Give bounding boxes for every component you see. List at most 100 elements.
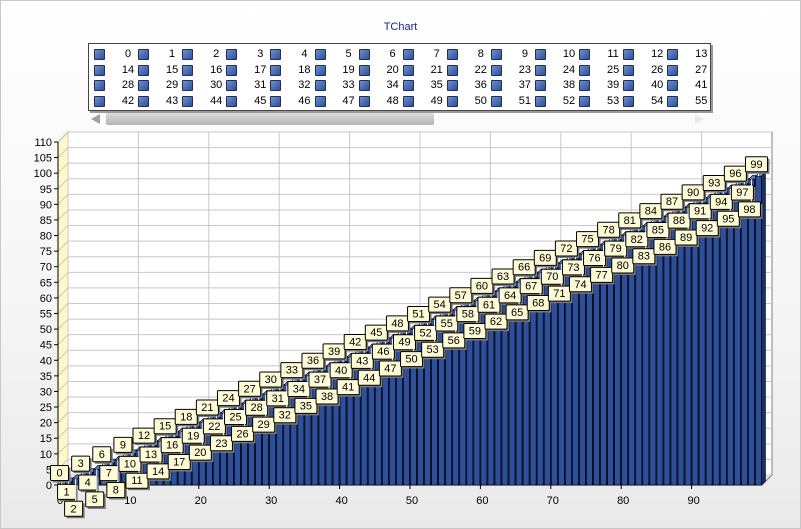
data-label: 48 bbox=[391, 318, 403, 330]
label-box bbox=[308, 371, 332, 388]
legend-label: 15 bbox=[165, 63, 179, 76]
chart-legend: 0 1 2 3 4 5 6 7 8 9 10 11 12 13 14 15 16 17 18 19 20 21 22 23 24… bbox=[88, 43, 711, 111]
legend-swatch bbox=[138, 95, 150, 107]
data-label: 55 bbox=[441, 318, 453, 330]
data-label: 74 bbox=[574, 279, 586, 291]
label-box bbox=[519, 278, 543, 295]
label-box bbox=[132, 427, 156, 444]
legend-swatch bbox=[314, 49, 326, 60]
legend-label: 2 bbox=[213, 48, 220, 60]
legend-label: 38 bbox=[562, 79, 576, 91]
y-tick-label: 110 bbox=[34, 137, 52, 149]
data-label: 34 bbox=[293, 383, 305, 395]
legend-label: 19 bbox=[342, 63, 355, 76]
data-label: 68 bbox=[532, 297, 544, 309]
y-tick-label: 20 bbox=[40, 418, 52, 430]
bar bbox=[684, 207, 692, 486]
legend-swatch bbox=[490, 80, 502, 91]
label-box bbox=[71, 455, 91, 472]
bar bbox=[712, 194, 720, 486]
y-tick-label: 45 bbox=[40, 340, 52, 352]
label-box bbox=[618, 212, 642, 229]
legend-label: 44 bbox=[210, 94, 223, 107]
data-label: 93 bbox=[708, 178, 720, 190]
y-tick-label: 95 bbox=[40, 184, 52, 196]
label-box bbox=[139, 446, 163, 463]
label-box bbox=[744, 156, 768, 173]
grid-line-side bbox=[57, 349, 69, 361]
data-label: 5 bbox=[92, 494, 98, 506]
data-label: 76 bbox=[588, 253, 600, 265]
label-box bbox=[625, 231, 649, 248]
data-label: 77 bbox=[595, 269, 607, 281]
data-label: 2 bbox=[71, 503, 77, 515]
label-box bbox=[470, 277, 494, 294]
data-label: 28 bbox=[251, 402, 263, 414]
data-label: 42 bbox=[349, 337, 361, 349]
scrollbar-thumb[interactable] bbox=[106, 113, 434, 125]
legend-label: 4 bbox=[301, 48, 308, 60]
grid-line-side bbox=[57, 194, 69, 205]
label-box bbox=[400, 351, 424, 368]
legend-scrollbar[interactable] bbox=[88, 112, 710, 126]
legend-swatch bbox=[535, 80, 546, 91]
data-label: 87 bbox=[666, 196, 678, 208]
label-box bbox=[315, 388, 339, 405]
bar bbox=[748, 179, 755, 486]
scroll-right-arrow-icon[interactable] bbox=[695, 114, 704, 124]
scroll-left-arrow-icon[interactable] bbox=[91, 114, 100, 124]
chart-title: TChart bbox=[383, 21, 418, 33]
data-label: 58 bbox=[462, 309, 474, 321]
legend-swatch bbox=[94, 64, 105, 76]
label-box bbox=[202, 418, 226, 435]
grid-line-side bbox=[57, 131, 69, 143]
legend-swatch bbox=[623, 80, 635, 91]
label-box bbox=[484, 313, 508, 330]
data-label: 88 bbox=[673, 215, 685, 227]
bar bbox=[727, 188, 734, 486]
data-label: 40 bbox=[335, 365, 347, 377]
legend-swatch bbox=[226, 80, 238, 91]
legend-label: 54 bbox=[651, 94, 664, 107]
data-label: 54 bbox=[434, 299, 446, 311]
label-box bbox=[456, 306, 480, 323]
label-box bbox=[343, 334, 367, 351]
data-label: 25 bbox=[229, 412, 241, 424]
legend-swatch bbox=[358, 80, 370, 91]
data-label: 6 bbox=[99, 449, 105, 461]
legend-label: 48 bbox=[386, 94, 399, 107]
legend-label: 55 bbox=[695, 94, 708, 107]
label-box bbox=[301, 352, 325, 369]
legend-swatch bbox=[535, 64, 546, 76]
data-label: 89 bbox=[680, 232, 692, 244]
label-box bbox=[259, 371, 283, 388]
label-box bbox=[505, 304, 529, 321]
label-box bbox=[195, 399, 219, 416]
legend-label: 23 bbox=[518, 63, 532, 76]
y-tick-label: 75 bbox=[40, 246, 52, 258]
y-tick-label: 50 bbox=[40, 324, 52, 336]
data-label: 49 bbox=[398, 337, 410, 349]
grid-line-side bbox=[57, 147, 69, 158]
data-label: 99 bbox=[750, 159, 762, 171]
label-box bbox=[590, 266, 614, 283]
legend-swatch bbox=[446, 64, 458, 76]
data-label: 27 bbox=[243, 383, 255, 395]
legend-label: 32 bbox=[298, 79, 311, 91]
label-box bbox=[421, 341, 445, 358]
label-box bbox=[322, 343, 346, 360]
data-label: 16 bbox=[166, 440, 178, 452]
label-box bbox=[414, 324, 438, 341]
data-label: 12 bbox=[138, 430, 150, 442]
label-box bbox=[449, 287, 473, 304]
bar bbox=[705, 197, 713, 486]
legend-swatch bbox=[535, 95, 546, 107]
legend-swatch bbox=[490, 95, 502, 107]
legend-swatch bbox=[402, 80, 414, 91]
label-box bbox=[554, 240, 578, 257]
legend-label: 51 bbox=[518, 94, 532, 107]
bar bbox=[741, 182, 748, 486]
legend-swatch bbox=[402, 49, 414, 60]
label-box bbox=[498, 287, 522, 304]
data-label: 97 bbox=[736, 187, 748, 199]
